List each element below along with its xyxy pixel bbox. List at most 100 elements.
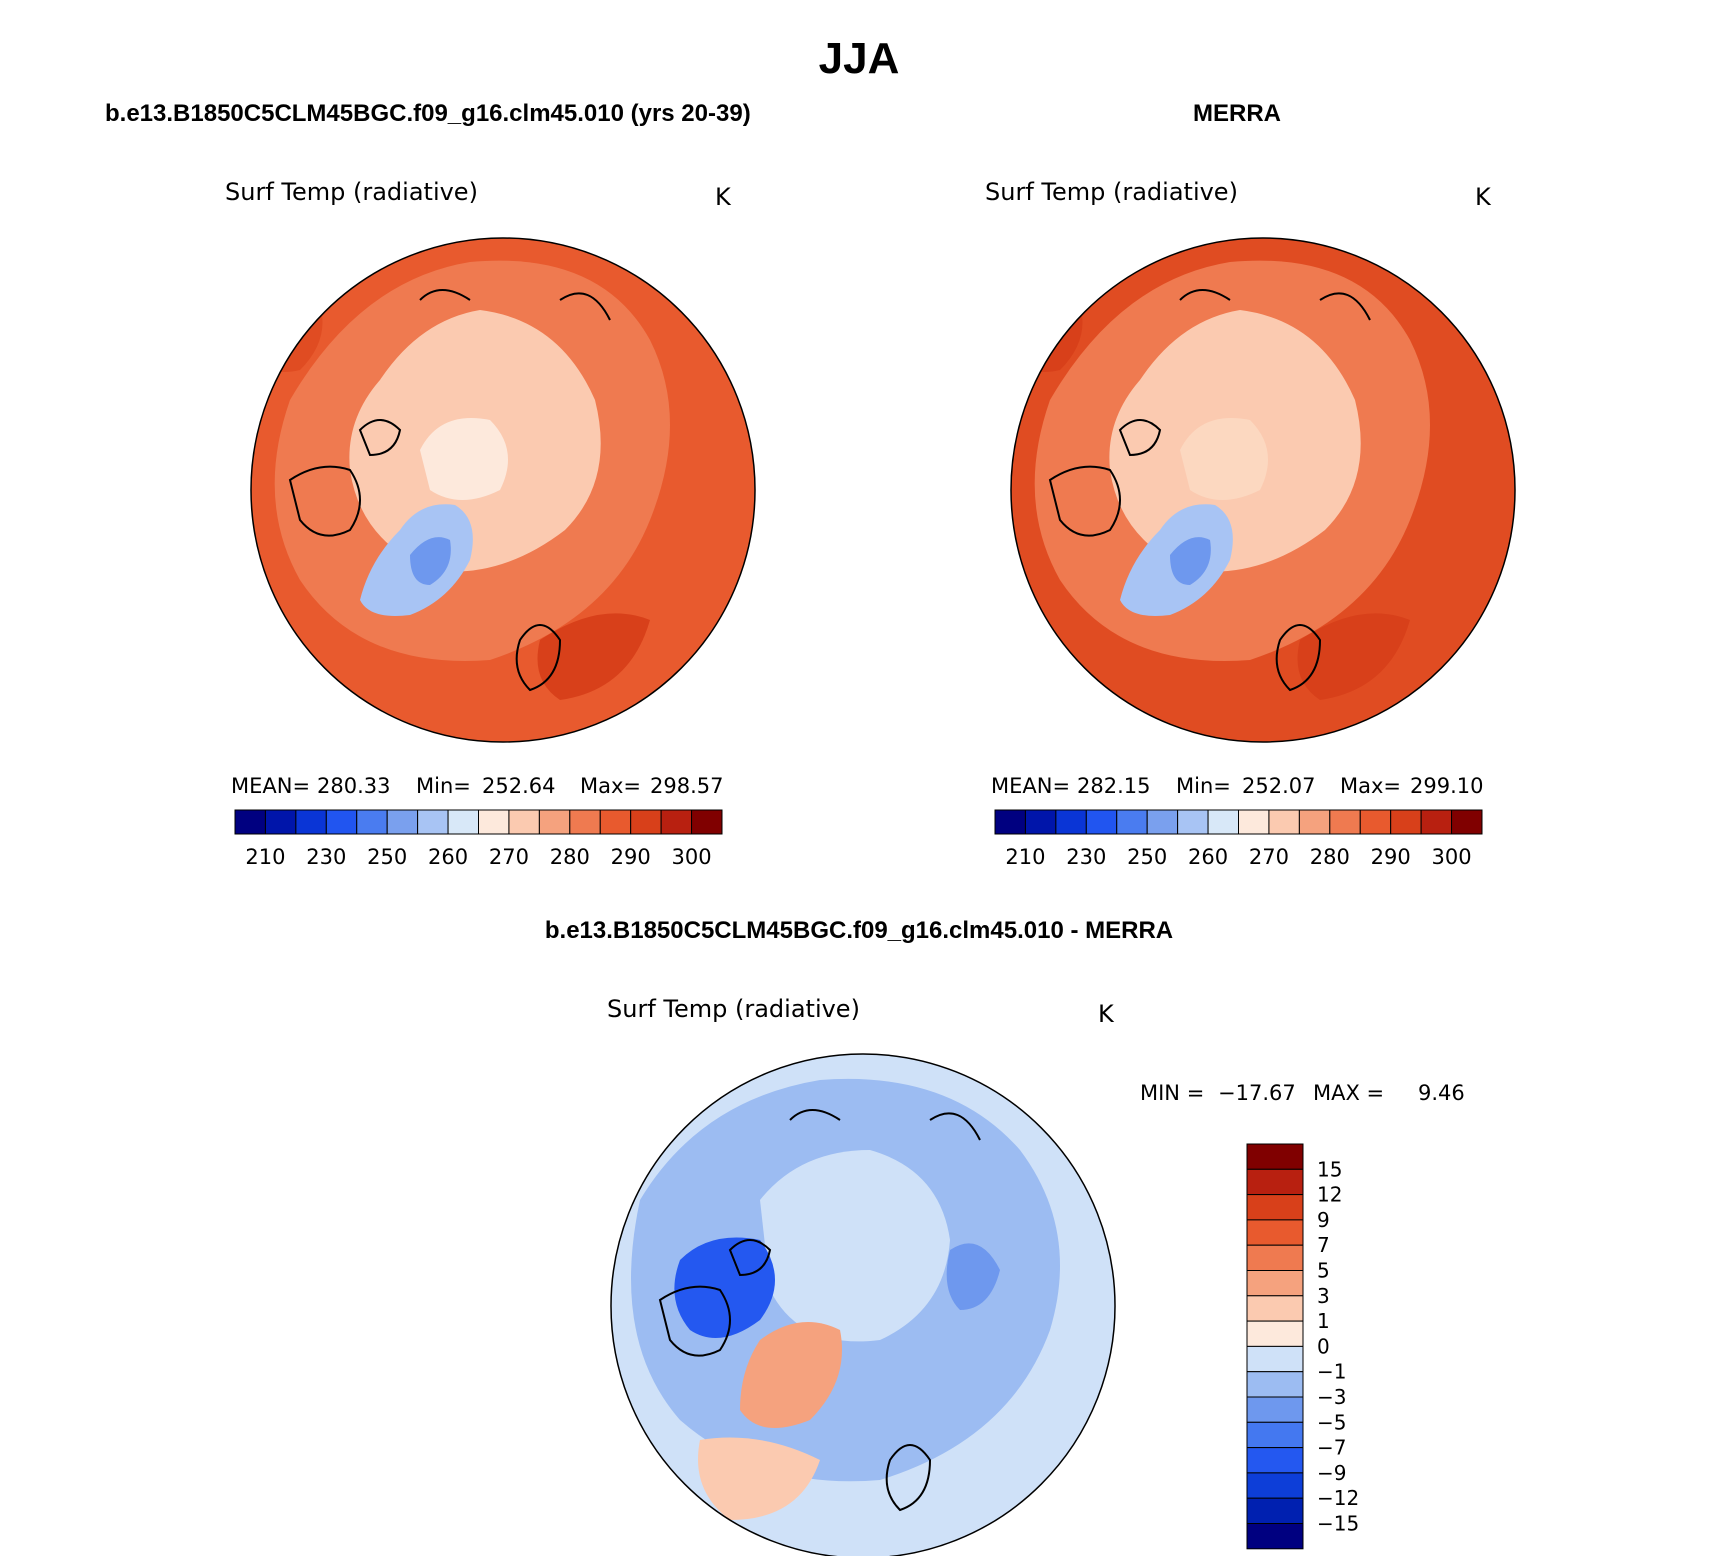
map3-warm-patch-south [698, 1437, 820, 1520]
cbar-model-swatch-11 [569, 809, 601, 835]
cbar-difference-tick-label: −5 [1317, 1410, 1346, 1434]
cbar-merra-swatch-11 [1329, 809, 1361, 835]
panel-model-min-label: Min= [416, 774, 471, 798]
cbar-difference-tick-label: 1 [1317, 1309, 1330, 1333]
cbar-difference-swatch-10 [1246, 1396, 1304, 1423]
cbar-model-swatch-8 [478, 809, 510, 835]
cbar-difference-swatch-6 [1246, 1295, 1304, 1322]
cbar-model-swatch-0 [234, 809, 266, 835]
panel-model-colorbar: 210 230 250 260 270 280 290 300 [234, 809, 723, 869]
panel-difference-max-value: 9.46 [1418, 1081, 1465, 1105]
cbar-merra-tick-label: 280 [1310, 845, 1350, 869]
cbar-model-swatch-15 [691, 809, 723, 835]
cbar-difference-tick-label: −3 [1317, 1385, 1346, 1409]
cbar-difference-swatch-11 [1246, 1421, 1304, 1449]
cbar-model-tick-label: 250 [367, 845, 407, 869]
cbar-difference-swatch-2 [1246, 1194, 1304, 1221]
cbar-merra-swatch-1 [1024, 809, 1057, 835]
cbar-merra-swatch-12 [1359, 809, 1392, 835]
map1-greenland-core [410, 537, 451, 585]
cbar-merra-swatch-14 [1420, 809, 1453, 835]
panel-model-mean-label: MEAN= [231, 774, 310, 798]
cbar-model-tick-label: 260 [428, 845, 468, 869]
panel-merra-units-label: K [1475, 183, 1492, 211]
cbar-difference-tick-label: −15 [1317, 1512, 1359, 1536]
cbar-merra-swatch-3 [1085, 809, 1118, 835]
cbar-merra-tick-label: 210 [1005, 845, 1045, 869]
cbar-difference-tick-label: 3 [1317, 1284, 1330, 1308]
map3-greenland-warm [740, 1322, 842, 1428]
cbar-merra-swatch-4 [1116, 809, 1148, 835]
cbar-model-swatch-4 [356, 809, 388, 835]
cbar-difference-swatch-15 [1246, 1523, 1304, 1550]
map2-coastlines [1048, 289, 1371, 692]
map1-arctic-core [420, 418, 508, 500]
cbar-model-swatch-6 [417, 809, 449, 835]
panel-model: b.e13.B1850C5CLM45BGC.f09_g16.clm45.010 … [105, 100, 756, 869]
cbar-merra-swatch-15 [1451, 809, 1483, 835]
panel-difference-case-title: b.e13.B1850C5CLM45BGC.f09_g16.clm45.010 … [545, 917, 1173, 944]
cbar-merra-tick-label: 270 [1249, 845, 1289, 869]
panel-merra-mean-value: 282.15 [1077, 774, 1150, 798]
panel-merra-variable-label: Surf Temp (radiative) [985, 178, 1238, 206]
panel-merra-mean-label: MEAN= [991, 774, 1070, 798]
cbar-model-swatch-5 [386, 809, 419, 835]
season-title: JJA [819, 34, 900, 83]
cbar-model-swatch-9 [508, 809, 540, 835]
panel-model-mean-value: 280.33 [317, 774, 390, 798]
panel-difference-variable-label: Surf Temp (radiative) [607, 995, 860, 1023]
cbar-difference-tick-label: −7 [1317, 1436, 1346, 1460]
cbar-merra-swatch-0 [994, 809, 1026, 835]
cbar-difference-swatch-14 [1246, 1497, 1304, 1524]
cbar-difference-swatch-4 [1246, 1244, 1304, 1271]
panel-merra-min-value: 252.07 [1242, 774, 1315, 798]
cbar-difference-swatch-3 [1246, 1219, 1304, 1246]
cbar-difference-tick-label: −9 [1317, 1461, 1346, 1485]
cbar-difference-tick-label: 5 [1317, 1259, 1330, 1283]
panel-merra-polar-map [1011, 238, 1515, 742]
panel-difference-min-value: −17.67 [1218, 1081, 1296, 1105]
cbar-model-tick-label: 230 [306, 845, 346, 869]
cbar-merra-tick-label: 300 [1432, 845, 1472, 869]
cbar-model-swatch-2 [295, 809, 327, 835]
cbar-model-tick-label: 270 [489, 845, 529, 869]
panel-model-polar-map [251, 238, 755, 742]
cbar-model-swatch-12 [599, 809, 632, 835]
cbar-difference-swatch-0 [1246, 1143, 1304, 1170]
cbar-model-tick-label: 300 [672, 845, 712, 869]
cbar-difference-swatch-5 [1246, 1270, 1304, 1297]
panel-difference-units-label: K [1098, 1000, 1115, 1028]
panel-merra-case-title: MERRA [1193, 100, 1281, 127]
cbar-difference-tick-label: 15 [1317, 1157, 1342, 1181]
panel-merra: MERRA Surf Temp (radiative) K MEAN= 282.… [985, 100, 1516, 869]
cbar-model-swatch-10 [538, 809, 571, 835]
cbar-difference-tick-label: 0 [1317, 1334, 1330, 1358]
panel-model-max-label: Max= [580, 774, 641, 798]
panel-merra-max-label: Max= [1340, 774, 1401, 798]
map2-arctic-core [1180, 418, 1268, 500]
cbar-merra-swatch-6 [1177, 809, 1209, 835]
panel-difference-min-label: MIN = [1140, 1081, 1204, 1105]
panel-model-case-title: b.e13.B1850C5CLM45BGC.f09_g16.clm45.010 … [105, 100, 751, 127]
cbar-difference-swatch-13 [1246, 1472, 1304, 1499]
cbar-difference-tick-label: −12 [1317, 1486, 1359, 1510]
panel-difference-polar-map [611, 1054, 1115, 1556]
panel-difference-max-label: MAX = [1313, 1081, 1384, 1105]
cbar-model-swatch-3 [325, 809, 358, 835]
cbar-merra-swatch-13 [1390, 809, 1422, 835]
cbar-merra-tick-label: 290 [1371, 845, 1411, 869]
cbar-merra-tick-label: 250 [1127, 845, 1167, 869]
panel-merra-colorbar: 210 230 250 260 270 280 290 300 [994, 809, 1483, 869]
cbar-model-tick-label: 210 [245, 845, 285, 869]
cbar-difference-swatch-8 [1246, 1345, 1304, 1373]
cbar-model-tick-label: 290 [611, 845, 651, 869]
cbar-difference-tick-label: 9 [1317, 1208, 1330, 1232]
cbar-difference-swatch-12 [1246, 1447, 1304, 1474]
cbar-merra-swatch-8 [1238, 809, 1270, 835]
map1-coastlines [288, 289, 611, 692]
map3-outline [610, 1053, 1116, 1556]
cbar-difference-swatch-7 [1246, 1320, 1304, 1347]
cbar-difference-tick-label: −1 [1317, 1360, 1346, 1384]
